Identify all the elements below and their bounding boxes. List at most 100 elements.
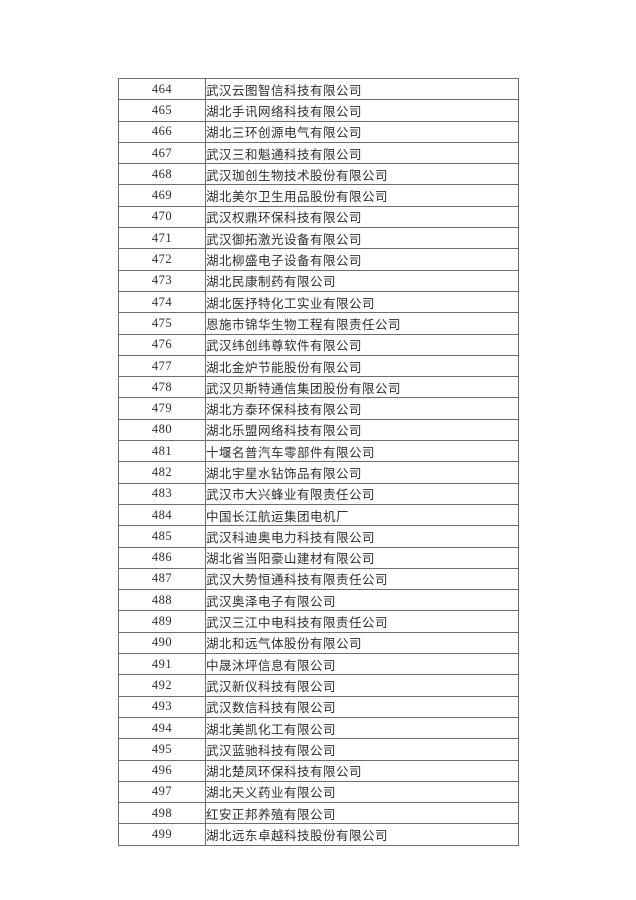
table-row: 465 湖北手讯网络科技有限公司	[118, 99, 519, 122]
table-row: 499 湖北远东卓越科技股份有限公司	[118, 823, 519, 846]
table-row: 497 湖北天义药业有限公司	[118, 780, 519, 804]
row-number-cell: 468	[118, 163, 206, 186]
company-name-cell: 湖北方泰环保科技有限公司	[205, 397, 519, 420]
company-name-cell: 湖北美尔卫生用品股份有限公司	[205, 184, 519, 207]
table-row: 491 中晟沐坪信息有限公司	[118, 653, 519, 676]
row-number-cell: 465	[118, 99, 206, 122]
row-number-cell: 472	[118, 248, 206, 271]
row-number-cell: 467	[118, 141, 206, 165]
table-row: 484 中国长江航运集团电机厂	[118, 503, 519, 527]
company-name-cell: 中晟沐坪信息有限公司	[205, 653, 519, 676]
row-number-cell: 495	[118, 738, 206, 761]
table-row: 487 武汉大势恒通科技有限责任公司	[118, 567, 519, 591]
table-row: 468 武汉珈创生物技术股份有限公司	[118, 163, 519, 186]
company-name-cell: 湖北金炉节能股份有限公司	[205, 354, 519, 378]
table-row: 473 湖北民康制药有限公司	[118, 269, 519, 292]
company-name-cell: 湖北宇星水钻饰品有限公司	[205, 461, 519, 484]
company-name-cell: 湖北和远气体股份有限公司	[205, 631, 519, 655]
table-row: 489 武汉三江中电科技有限责任公司	[118, 610, 519, 633]
company-name-cell: 十堰名普汽车零部件有限公司	[205, 440, 519, 463]
table-row: 488 武汉奥泽电子有限公司	[118, 589, 519, 612]
company-name-cell: 湖北楚凤环保科技有限公司	[205, 759, 519, 782]
company-name-cell: 武汉御拓激光设备有限公司	[205, 227, 519, 250]
row-number-cell: 471	[118, 227, 206, 250]
company-name-cell: 湖北乐盟网络科技有限公司	[205, 418, 519, 442]
company-list-body: 464 武汉云图智信科技有限公司 465 湖北手讯网络科技有限公司 466 湖北…	[118, 77, 519, 846]
row-number-cell: 478	[118, 376, 206, 399]
table-row: 494 湖北美凯化工有限公司	[118, 716, 519, 740]
company-name-cell: 武汉三江中电科技有限责任公司	[205, 610, 519, 633]
row-number-cell: 489	[118, 610, 206, 633]
row-number-cell: 484	[118, 503, 206, 527]
row-number-cell: 486	[118, 546, 206, 569]
table-row: 492 武汉新仪科技有限公司	[118, 674, 519, 697]
company-name-cell: 湖北三环创源电气有限公司	[205, 120, 519, 143]
table-row: 493 武汉数信科技有限公司	[118, 695, 519, 718]
table-row: 498 红安正邦养殖有限公司	[118, 802, 519, 825]
company-name-cell: 武汉奥泽电子有限公司	[205, 589, 519, 612]
company-name-cell: 湖北天义药业有限公司	[205, 780, 519, 804]
table-row: 481 十堰名普汽车零部件有限公司	[118, 440, 519, 463]
table-row: 495 武汉蓝驰科技有限公司	[118, 738, 519, 761]
row-number-cell: 496	[118, 759, 206, 782]
row-number-cell: 469	[118, 184, 206, 207]
company-name-cell: 湖北省当阳豪山建材有限公司	[205, 546, 519, 569]
company-name-cell: 武汉三和魁通科技有限公司	[205, 141, 519, 165]
table-row: 483 武汉市大兴蜂业有限责任公司	[118, 482, 519, 505]
company-name-cell: 湖北医抒特化工实业有限公司	[205, 290, 519, 314]
row-number-cell: 482	[118, 461, 206, 484]
row-number-cell: 488	[118, 589, 206, 612]
row-number-cell: 493	[118, 695, 206, 718]
row-number-cell: 480	[118, 418, 206, 442]
table-row: 466 湖北三环创源电气有限公司	[118, 120, 519, 143]
table-row: 485 武汉科迪奥电力科技有限公司	[118, 525, 519, 548]
row-number-cell: 494	[118, 716, 206, 740]
company-name-cell: 武汉蓝驰科技有限公司	[205, 738, 519, 761]
company-name-cell: 湖北民康制药有限公司	[205, 269, 519, 292]
company-name-cell: 武汉科迪奥电力科技有限公司	[205, 525, 519, 548]
row-number-cell: 490	[118, 631, 206, 655]
row-number-cell: 473	[118, 269, 206, 292]
row-number-cell: 476	[118, 333, 206, 356]
table-row: 496 湖北楚凤环保科技有限公司	[118, 759, 519, 782]
company-name-cell: 恩施市锦华生物工程有限责任公司	[205, 312, 519, 335]
company-name-cell: 武汉珈创生物技术股份有限公司	[205, 163, 519, 186]
row-number-cell: 466	[118, 120, 206, 143]
company-name-cell: 武汉数信科技有限公司	[205, 695, 519, 718]
row-number-cell: 464	[118, 77, 206, 101]
company-name-cell: 武汉贝斯特通信集团股份有限公司	[205, 376, 519, 399]
table-row: 480 湖北乐盟网络科技有限公司	[118, 418, 519, 442]
row-number-cell: 481	[118, 440, 206, 463]
row-number-cell: 499	[118, 823, 206, 846]
table-row: 486 湖北省当阳豪山建材有限公司	[118, 546, 519, 569]
row-number-cell: 477	[118, 354, 206, 378]
company-name-cell: 武汉权鼎环保科技有限公司	[205, 205, 519, 229]
table-row: 490 湖北和远气体股份有限公司	[118, 631, 519, 655]
row-number-cell: 497	[118, 780, 206, 804]
row-number-cell: 492	[118, 674, 206, 697]
company-name-cell: 湖北远东卓越科技股份有限公司	[205, 823, 519, 846]
row-number-cell: 483	[118, 482, 206, 505]
table-row: 478 武汉贝斯特通信集团股份有限公司	[118, 376, 519, 399]
row-number-cell: 487	[118, 567, 206, 591]
company-name-cell: 武汉纬创纬尊软件有限公司	[205, 333, 519, 356]
company-name-cell: 武汉市大兴蜂业有限责任公司	[205, 482, 519, 505]
table-row: 472 湖北柳盛电子设备有限公司	[118, 248, 519, 271]
table-row: 479 湖北方泰环保科技有限公司	[118, 397, 519, 420]
row-number-cell: 491	[118, 653, 206, 676]
table-row: 467 武汉三和魁通科技有限公司	[118, 141, 519, 165]
table-row: 469 湖北美尔卫生用品股份有限公司	[118, 184, 519, 207]
company-name-cell: 武汉云图智信科技有限公司	[205, 77, 519, 101]
table-row: 476 武汉纬创纬尊软件有限公司	[118, 333, 519, 356]
row-number-cell: 474	[118, 290, 206, 314]
row-number-cell: 498	[118, 802, 206, 825]
company-list-table: 464 武汉云图智信科技有限公司 465 湖北手讯网络科技有限公司 466 湖北…	[118, 77, 519, 846]
table-row: 470 武汉权鼎环保科技有限公司	[118, 205, 519, 229]
company-name-cell: 中国长江航运集团电机厂	[205, 503, 519, 527]
table-row: 482 湖北宇星水钻饰品有限公司	[118, 461, 519, 484]
company-name-cell: 武汉新仪科技有限公司	[205, 674, 519, 697]
company-name-cell: 湖北手讯网络科技有限公司	[205, 99, 519, 122]
company-name-cell: 武汉大势恒通科技有限责任公司	[205, 567, 519, 591]
table-row: 464 武汉云图智信科技有限公司	[118, 77, 519, 101]
